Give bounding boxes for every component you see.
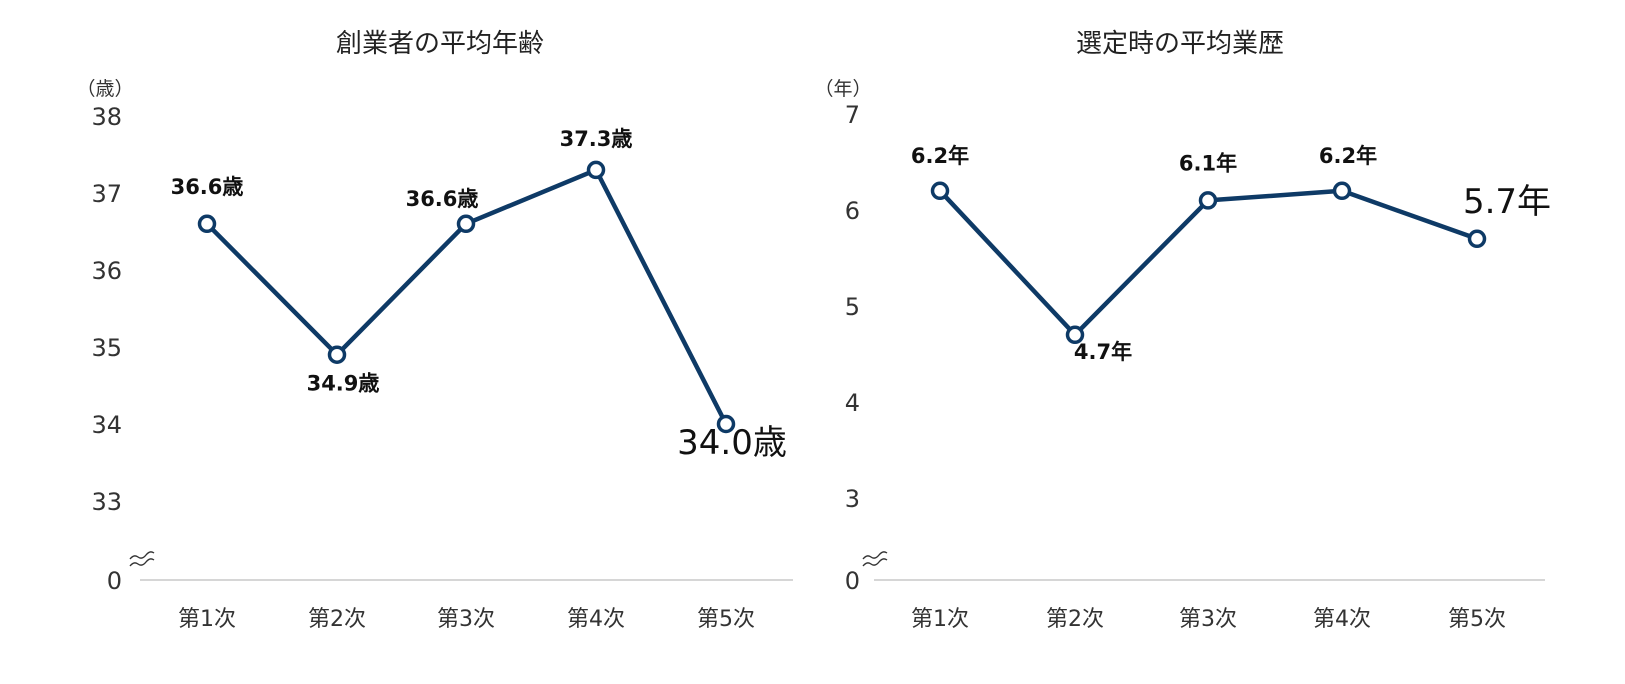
data-label: 6.2年 bbox=[911, 144, 969, 168]
data-point bbox=[327, 345, 347, 364]
data-point bbox=[1198, 191, 1218, 210]
x-tick-label: 第2次 bbox=[1046, 607, 1104, 632]
data-label: 36.6歳 bbox=[171, 175, 244, 199]
y-tick-label: 35 bbox=[91, 334, 122, 362]
axis-break-mark bbox=[862, 551, 888, 560]
y-tick-label: 38 bbox=[91, 103, 122, 131]
y-tick-label: 36 bbox=[91, 257, 122, 285]
y-tick-label: 0 bbox=[845, 567, 860, 595]
y-tick-label: 0 bbox=[107, 567, 122, 595]
data-label: 6.2年 bbox=[1319, 144, 1377, 168]
x-tick-label: 第5次 bbox=[1448, 607, 1506, 632]
x-tick-label: 第1次 bbox=[911, 607, 969, 632]
y-tick-label: 3 bbox=[845, 485, 860, 513]
data-point bbox=[1332, 181, 1352, 201]
x-tick-label: 第4次 bbox=[567, 607, 625, 632]
chart-title: 創業者の平均年齢 bbox=[336, 29, 544, 59]
axis-break-mark bbox=[129, 551, 155, 560]
y-tick-label: 37 bbox=[91, 180, 122, 208]
data-label: 4.7年 bbox=[1074, 340, 1132, 364]
data-label: 6.1年 bbox=[1179, 151, 1237, 175]
axis-break-mark bbox=[862, 558, 888, 567]
data-point bbox=[1467, 229, 1487, 249]
data-point bbox=[930, 181, 950, 201]
data-point bbox=[197, 214, 217, 234]
y-unit-label: （年） bbox=[814, 78, 871, 100]
x-tick-label: 第1次 bbox=[178, 607, 236, 632]
data-label-highlight: 5.7年 bbox=[1463, 182, 1551, 222]
data-label: 37.3歳 bbox=[560, 127, 633, 151]
y-tick-label: 5 bbox=[845, 293, 860, 321]
series-line bbox=[938, 188, 1478, 338]
y-tick-label: 4 bbox=[845, 389, 860, 417]
data-label: 34.9歳 bbox=[307, 372, 380, 396]
data-point bbox=[1065, 325, 1085, 345]
data-point bbox=[716, 414, 736, 434]
chart-title: 選定時の平均業歴 bbox=[1076, 29, 1284, 59]
y-tick-label: 6 bbox=[845, 197, 860, 225]
data-label: 36.6歳 bbox=[406, 187, 479, 211]
y-unit-label: （歳） bbox=[76, 78, 133, 100]
x-tick-label: 第3次 bbox=[437, 607, 495, 632]
axis-break-mark bbox=[129, 558, 155, 567]
x-tick-label: 第4次 bbox=[1313, 607, 1371, 632]
data-label-highlight: 34.0歳 bbox=[677, 423, 787, 463]
data-point bbox=[456, 214, 476, 234]
x-tick-label: 第2次 bbox=[308, 607, 366, 632]
x-tick-label: 第3次 bbox=[1179, 607, 1237, 632]
data-point bbox=[586, 160, 606, 180]
y-tick-label: 33 bbox=[91, 488, 122, 516]
y-tick-label: 7 bbox=[845, 101, 860, 129]
y-tick-label: 34 bbox=[91, 411, 122, 439]
x-tick-label: 第5次 bbox=[697, 607, 755, 632]
